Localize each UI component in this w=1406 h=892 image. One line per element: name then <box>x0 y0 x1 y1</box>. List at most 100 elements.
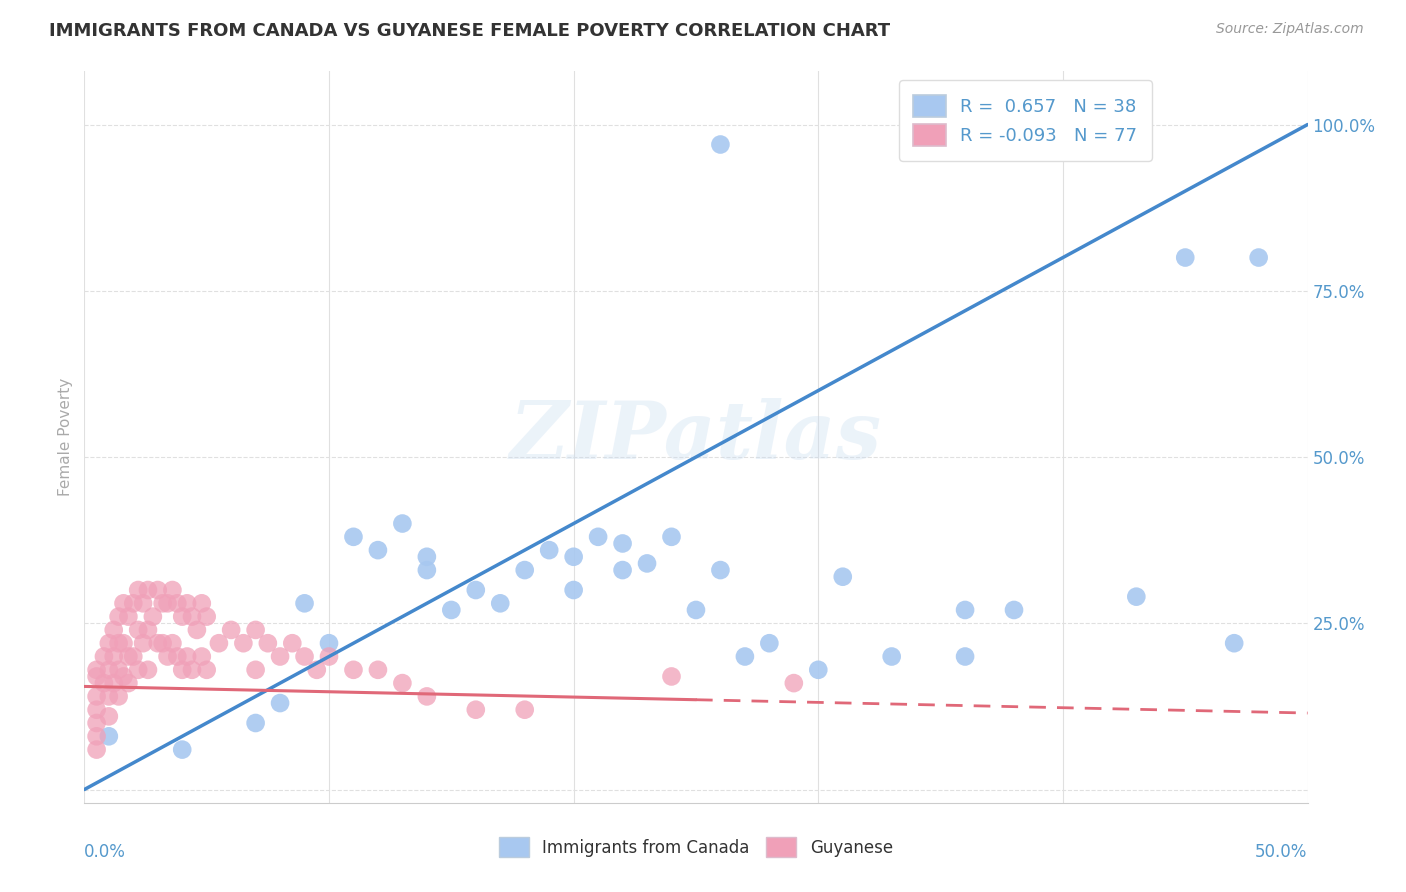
Point <box>136 623 159 637</box>
Point <box>195 609 218 624</box>
Point <box>132 636 155 650</box>
Point <box>122 649 145 664</box>
Point <box>953 603 976 617</box>
Point <box>191 649 214 664</box>
Point <box>127 663 149 677</box>
Point <box>112 596 135 610</box>
Point <box>172 609 194 624</box>
Point <box>294 649 316 664</box>
Point <box>416 690 439 704</box>
Point <box>136 582 159 597</box>
Point <box>97 729 120 743</box>
Point <box>166 649 188 664</box>
Point <box>489 596 512 610</box>
Point <box>162 582 184 597</box>
Point <box>166 596 188 610</box>
Point <box>186 623 208 637</box>
Point <box>342 530 364 544</box>
Point <box>367 543 389 558</box>
Point <box>146 636 169 650</box>
Point <box>103 649 125 664</box>
Point <box>636 557 658 571</box>
Point <box>416 549 439 564</box>
Point <box>342 663 364 677</box>
Point <box>245 663 267 677</box>
Point <box>318 649 340 664</box>
Point <box>97 709 120 723</box>
Point <box>208 636 231 650</box>
Point <box>562 582 585 597</box>
Point <box>112 669 135 683</box>
Point <box>661 530 683 544</box>
Point <box>586 530 609 544</box>
Point <box>152 596 174 610</box>
Point <box>107 609 129 624</box>
Point <box>103 623 125 637</box>
Point <box>783 676 806 690</box>
Point <box>97 690 120 704</box>
Point <box>181 609 204 624</box>
Text: 0.0%: 0.0% <box>84 843 127 861</box>
Point <box>86 729 108 743</box>
Point <box>122 596 145 610</box>
Point <box>513 563 536 577</box>
Point <box>156 596 179 610</box>
Point <box>127 582 149 597</box>
Point <box>269 696 291 710</box>
Point <box>245 716 267 731</box>
Point <box>195 663 218 677</box>
Point <box>831 570 853 584</box>
Point <box>117 649 139 664</box>
Text: IMMIGRANTS FROM CANADA VS GUYANESE FEMALE POVERTY CORRELATION CHART: IMMIGRANTS FROM CANADA VS GUYANESE FEMAL… <box>49 22 890 40</box>
Point <box>464 703 486 717</box>
Text: Source: ZipAtlas.com: Source: ZipAtlas.com <box>1216 22 1364 37</box>
Point <box>93 676 115 690</box>
Point <box>661 669 683 683</box>
Text: 50.0%: 50.0% <box>1256 843 1308 861</box>
Point <box>538 543 561 558</box>
Point <box>103 676 125 690</box>
Point <box>807 663 830 677</box>
Point <box>117 609 139 624</box>
Point <box>367 663 389 677</box>
Point <box>112 636 135 650</box>
Point <box>172 663 194 677</box>
Point <box>758 636 780 650</box>
Point <box>97 663 120 677</box>
Point <box>142 609 165 624</box>
Point <box>1174 251 1197 265</box>
Point <box>1002 603 1025 617</box>
Point <box>1223 636 1246 650</box>
Point <box>132 596 155 610</box>
Point <box>391 676 413 690</box>
Point <box>152 636 174 650</box>
Point <box>232 636 254 650</box>
Point <box>146 582 169 597</box>
Point <box>612 536 634 550</box>
Point <box>162 636 184 650</box>
Point <box>245 623 267 637</box>
Point <box>156 649 179 664</box>
Point <box>416 563 439 577</box>
Point <box>93 649 115 664</box>
Point <box>86 716 108 731</box>
Point <box>880 649 903 664</box>
Point <box>86 742 108 756</box>
Point <box>709 563 731 577</box>
Point <box>953 649 976 664</box>
Point <box>1125 590 1147 604</box>
Point <box>219 623 242 637</box>
Point <box>107 690 129 704</box>
Point <box>391 516 413 531</box>
Point <box>440 603 463 617</box>
Point <box>294 596 316 610</box>
Point <box>562 549 585 564</box>
Point <box>281 636 304 650</box>
Point <box>269 649 291 664</box>
Point <box>318 636 340 650</box>
Point <box>176 596 198 610</box>
Point <box>709 137 731 152</box>
Legend: Immigrants from Canada, Guyanese: Immigrants from Canada, Guyanese <box>492 830 900 864</box>
Point <box>86 690 108 704</box>
Point <box>107 663 129 677</box>
